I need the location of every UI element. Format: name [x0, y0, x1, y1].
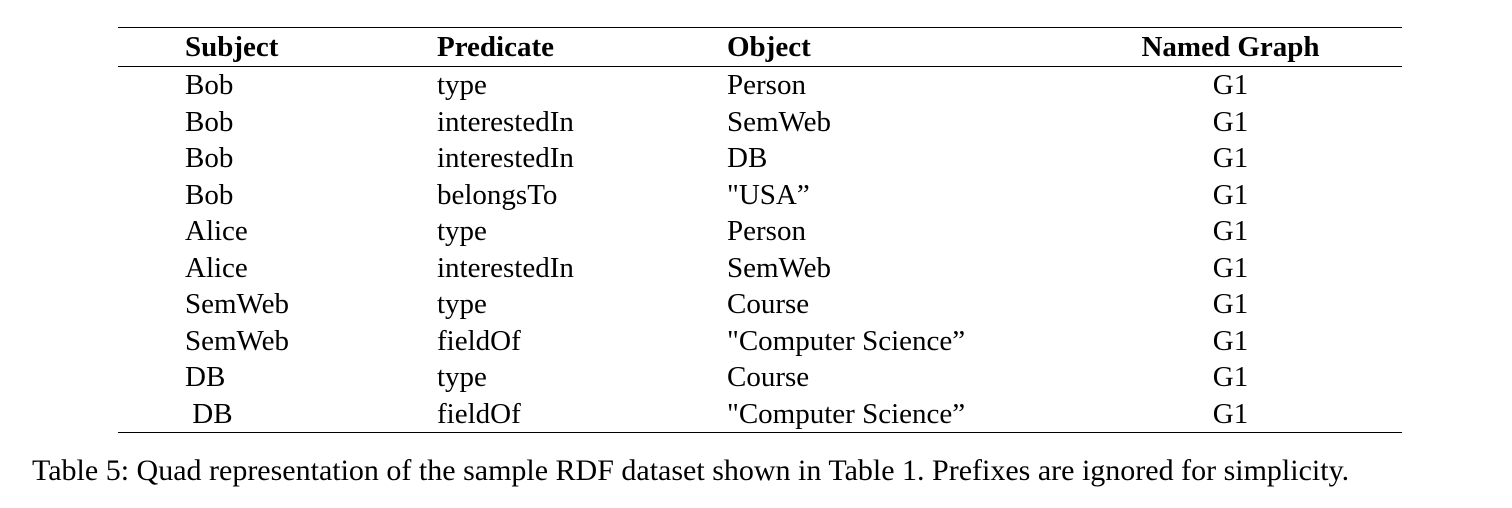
cell-predicate: type	[437, 215, 487, 247]
cell-graph: G1	[1212, 397, 1249, 430]
cell-object: Person	[727, 215, 806, 247]
cell-graph: G1	[1212, 251, 1249, 284]
cell-predicate: belongsTo	[437, 178, 558, 211]
quad-table: Subject Predicate Object Named Graph Bob…	[118, 27, 1402, 433]
table-row: SemWeb type Course G1	[118, 286, 1402, 323]
cell-predicate: type	[437, 361, 487, 393]
cell-predicate: interestedIn	[437, 251, 574, 284]
cell-predicate: type	[437, 69, 487, 101]
header-subject: Subject	[185, 31, 279, 63]
cell-graph: G1	[1212, 69, 1249, 101]
cell-subject: Bob	[185, 69, 234, 101]
cell-subject: DB	[185, 397, 233, 430]
table-row: Alice type Person G1	[118, 213, 1402, 250]
cell-predicate: type	[437, 288, 487, 320]
header-predicate: Predicate	[437, 31, 555, 63]
cell-predicate: fieldOf	[437, 397, 521, 430]
table-row: SemWeb fieldOf "Computer Science” G1	[118, 323, 1402, 360]
header-object: Object	[727, 31, 811, 63]
cell-predicate: fieldOf	[437, 324, 521, 357]
table-caption: Table 5: Quad representation of the samp…	[32, 454, 1350, 487]
header-named-graph: Named Graph	[1141, 31, 1320, 63]
table-row: Alice interestedIn SemWeb G1	[118, 250, 1402, 287]
cell-graph: G1	[1212, 142, 1249, 174]
cell-graph: G1	[1212, 105, 1249, 138]
cell-object: SemWeb	[727, 251, 831, 284]
table-row: Bob belongsTo "USA” G1	[118, 177, 1402, 214]
cell-subject: DB	[185, 361, 226, 393]
quad-table-container: Subject Predicate Object Named Graph Bob…	[118, 27, 1402, 433]
cell-predicate: interestedIn	[437, 105, 574, 138]
cell-subject: Bob	[185, 178, 234, 211]
cell-graph: G1	[1212, 215, 1249, 247]
table-row: Bob interestedIn SemWeb G1	[118, 104, 1402, 141]
cell-object: DB	[727, 142, 768, 174]
cell-graph: G1	[1212, 324, 1249, 357]
cell-subject: Bob	[185, 142, 234, 174]
table-body: Bob type Person G1 Bob interestedIn SemW…	[118, 67, 1402, 433]
cell-object: Course	[727, 361, 810, 393]
cell-object: SemWeb	[727, 105, 831, 138]
cell-graph: G1	[1212, 178, 1249, 211]
table-header: Subject Predicate Object Named Graph	[118, 27, 1402, 67]
table-row: DB type Course G1	[118, 359, 1402, 396]
cell-subject: Alice	[185, 251, 248, 284]
cell-subject: Bob	[185, 105, 234, 138]
header-row: Subject Predicate Object Named Graph	[118, 27, 1402, 67]
table-row: Bob type Person G1	[118, 67, 1402, 104]
cell-object: "Computer Science”	[727, 397, 966, 430]
cell-subject: SemWeb	[185, 288, 289, 320]
cell-predicate: interestedIn	[437, 142, 574, 174]
cell-subject: SemWeb	[185, 324, 289, 357]
cell-object: Person	[727, 69, 806, 101]
cell-graph: G1	[1212, 361, 1249, 393]
cell-object: "Computer Science”	[727, 324, 966, 357]
table-row: DB fieldOf "Computer Science” G1	[118, 396, 1402, 433]
table-row: Bob interestedIn DB G1	[118, 140, 1402, 177]
cell-object: Course	[727, 288, 810, 320]
cell-graph: G1	[1212, 288, 1249, 320]
cell-subject: Alice	[185, 215, 248, 247]
cell-object: "USA”	[727, 178, 810, 211]
